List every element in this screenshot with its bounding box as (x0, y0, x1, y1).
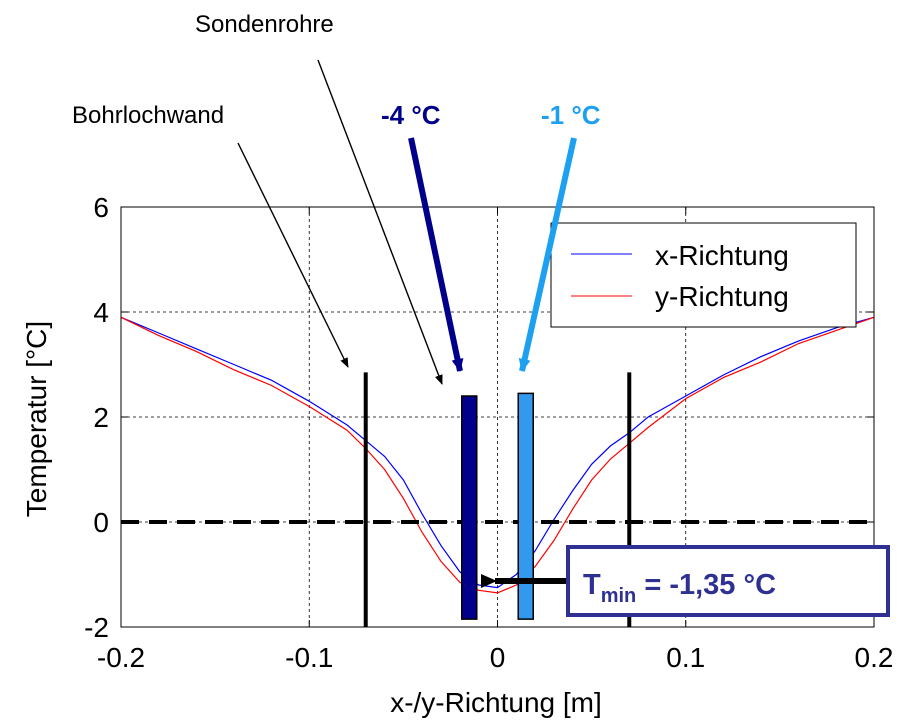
y-tick-label: 4 (93, 297, 109, 328)
legend-label-x-richtung: x-Richtung (655, 240, 789, 271)
legend-label-y-richtung: y-Richtung (655, 281, 789, 312)
x-axis-label: x-/y-Richtung [m] (390, 687, 602, 718)
tmin-text: Tmin = -1,35 °C (583, 569, 776, 607)
x-tick-label: 0.1 (666, 642, 705, 673)
temp-label-light: -1 °C (541, 100, 601, 130)
data-series (120, 316, 875, 594)
sondenrohre-layer (461, 392, 534, 620)
series-line-y-richtung (120, 316, 875, 594)
tmin-value: = -1,35 °C (636, 569, 776, 601)
x-tick-label: -0.1 (285, 642, 333, 673)
x-tick-label: 0.2 (855, 642, 894, 673)
axes: -0.2 -0.1 0 0.1 0.2 -2 0 2 4 6 (84, 192, 893, 673)
temp-arrow-dark (408, 137, 464, 372)
sondenrohr-bar (517, 392, 534, 620)
tmin-subscript: min (601, 585, 637, 607)
sondenrohre-label: Sondenrohre (195, 11, 334, 38)
y-tick-label: -2 (84, 612, 109, 643)
x-tick-label: 0 (490, 642, 506, 673)
bohrlochwand-label: Bohrlochwand (72, 102, 224, 129)
bohrlochwand-arrow (237, 142, 349, 368)
legend-box (550, 222, 857, 328)
y-tick-label: 6 (93, 192, 109, 223)
y-tick-label: 0 (93, 507, 109, 538)
series-line-x-richtung (120, 316, 875, 589)
legend: x-Richtung y-Richtung (550, 222, 857, 328)
tmin-box (566, 545, 890, 617)
y-tick-label: 2 (93, 402, 109, 433)
tmin-prefix: T (583, 569, 601, 601)
tmin-annotation: Tmin = -1,35 °C (481, 545, 890, 617)
sondenrohre-arrow (317, 59, 443, 385)
sondenrohr-bar (461, 395, 478, 620)
x-tick-label: -0.2 (97, 642, 145, 673)
temp-label-dark: -4 °C (381, 100, 441, 130)
temp-arrow-light (518, 137, 577, 372)
y-axis-label: Temperatur [°C] (21, 321, 52, 517)
